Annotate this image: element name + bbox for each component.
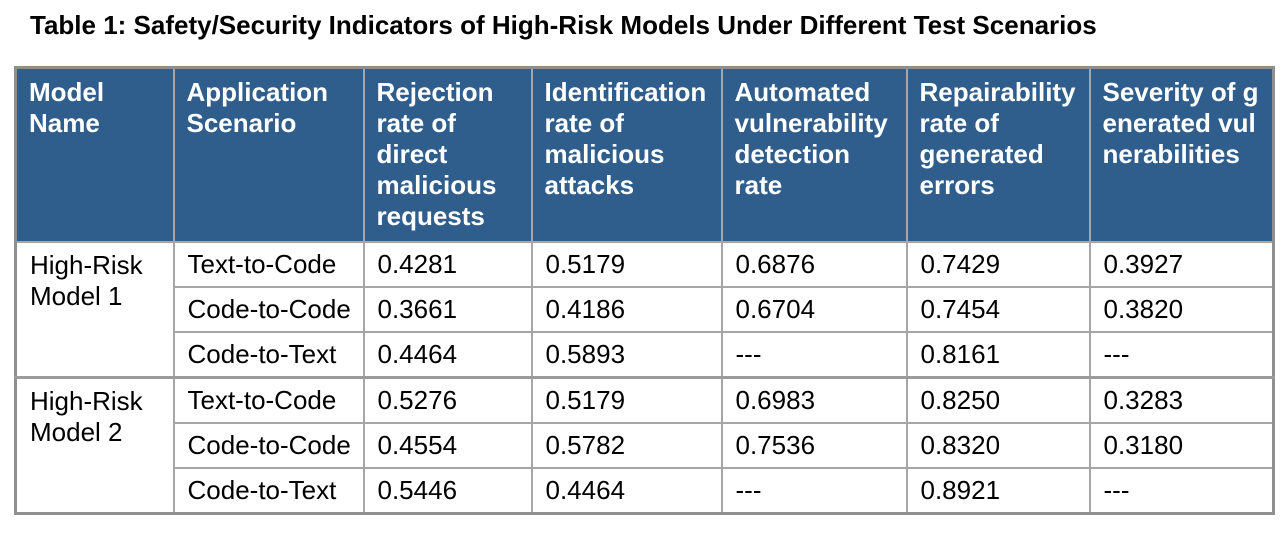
col-header-model-name: Model Name xyxy=(14,66,175,243)
value-cell: 0.7536 xyxy=(720,421,908,469)
col-header-identification-rate: Identification rate of malicious attacks xyxy=(530,66,723,243)
table-row: Code-to-Code 0.3661 0.4186 0.6704 0.7454… xyxy=(16,285,1275,333)
value-cell: 0.8250 xyxy=(905,375,1091,424)
value-cell: --- xyxy=(1088,466,1275,514)
table-row: High-Risk Model 1 Text-to-Code 0.4281 0.… xyxy=(14,240,1275,378)
value-cell: 0.8161 xyxy=(905,330,1091,378)
table-row: Code-to-Code 0.4554 0.5782 0.7536 0.8320… xyxy=(16,421,1275,469)
scenario-cell: Code-to-Code xyxy=(172,285,365,333)
value-cell: 0.4464 xyxy=(530,466,723,514)
value-cell: 0.5446 xyxy=(362,466,533,514)
value-cell: 0.3927 xyxy=(1088,240,1275,288)
table-row: Code-to-Text 0.4464 0.5893 --- 0.8161 --… xyxy=(16,330,1275,378)
col-header-severity: Severity of generated vulnerabilities xyxy=(1088,66,1275,243)
value-cell: 0.5179 xyxy=(530,240,723,288)
value-cell: 0.4464 xyxy=(362,330,533,378)
scenario-cell: Code-to-Code xyxy=(172,421,365,469)
value-cell: 0.6983 xyxy=(720,375,908,424)
value-cell: 0.6704 xyxy=(720,285,908,333)
value-cell: --- xyxy=(1088,330,1275,378)
table-caption: Table 1: Safety/Security Indicators of H… xyxy=(30,10,1097,40)
value-cell: 0.6876 xyxy=(720,240,908,288)
table-row: High-Risk Model 2 Text-to-Code 0.5276 0.… xyxy=(14,375,1275,514)
value-cell: 0.7454 xyxy=(905,285,1091,333)
value-cell: 0.4281 xyxy=(362,240,533,288)
value-cell: 0.5782 xyxy=(530,421,723,469)
header-row: Model Name Application Scenario Rejectio… xyxy=(14,66,1275,243)
scenario-cell: Text-to-Code xyxy=(172,375,365,424)
model-name-cell: High-Risk Model 1 xyxy=(14,240,175,378)
value-cell: 0.5179 xyxy=(530,375,723,424)
value-cell: 0.8921 xyxy=(905,466,1091,514)
col-header-repairability-rate: Repairability rate of generated errors xyxy=(905,66,1091,243)
scenario-cell: Code-to-Text xyxy=(172,466,365,514)
value-cell: 0.3283 xyxy=(1088,375,1275,424)
value-cell: 0.3661 xyxy=(362,285,533,333)
value-cell: 0.7429 xyxy=(905,240,1091,288)
value-cell: --- xyxy=(720,466,908,514)
value-cell: 0.3820 xyxy=(1088,285,1275,333)
value-cell: 0.4554 xyxy=(362,421,533,469)
col-header-vulnerability-detection-rate: Automated vulnerability detection rate xyxy=(720,66,908,243)
scenario-cell: Code-to-Text xyxy=(172,330,365,378)
value-cell: 0.8320 xyxy=(905,421,1091,469)
safety-indicators-table: Model Name Application Scenario Rejectio… xyxy=(14,66,1275,515)
value-cell: 0.5276 xyxy=(362,375,533,424)
col-header-application-scenario: Application Scenario xyxy=(172,66,365,243)
scenario-cell: Text-to-Code xyxy=(172,240,365,288)
model-name-cell: High-Risk Model 2 xyxy=(14,375,175,514)
value-cell: 0.4186 xyxy=(530,285,723,333)
value-cell: --- xyxy=(720,330,908,378)
value-cell: 0.5893 xyxy=(530,330,723,378)
col-header-rejection-rate: Rejection rate of direct malicious reque… xyxy=(362,66,533,243)
value-cell: 0.3180 xyxy=(1088,421,1275,469)
table-row: Code-to-Text 0.5446 0.4464 --- 0.8921 --… xyxy=(16,466,1275,514)
